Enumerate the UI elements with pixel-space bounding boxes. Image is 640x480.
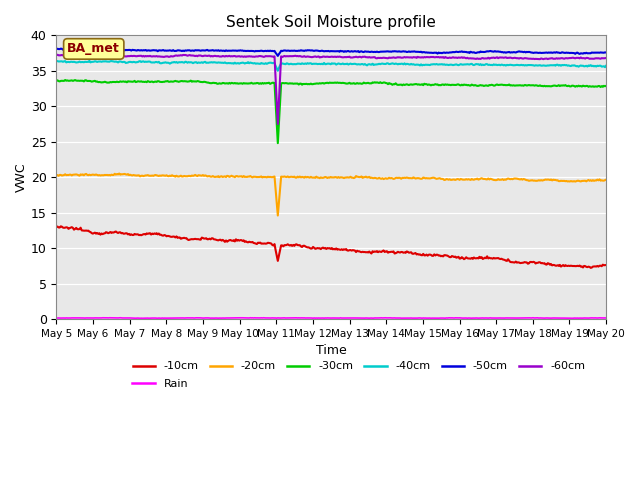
-30cm: [591, 84, 599, 89]
-40cm: [591, 63, 599, 69]
-30cm: [602, 83, 610, 89]
Rain: [602, 315, 610, 321]
-10cm: [57, 223, 65, 229]
Legend: Rain: Rain: [128, 374, 193, 393]
Rain: [506, 315, 513, 321]
-30cm: [274, 140, 282, 146]
Line: -20cm: -20cm: [56, 174, 606, 216]
-20cm: [52, 172, 60, 178]
-10cm: [315, 245, 323, 251]
-40cm: [602, 63, 610, 69]
-10cm: [504, 256, 512, 262]
-30cm: [319, 80, 327, 86]
-60cm: [591, 56, 599, 61]
-20cm: [591, 178, 599, 183]
-50cm: [602, 49, 610, 55]
-40cm: [506, 62, 513, 68]
-40cm: [319, 61, 327, 67]
-30cm: [352, 81, 360, 86]
Line: -40cm: -40cm: [56, 61, 606, 71]
-40cm: [274, 68, 282, 74]
Line: -50cm: -50cm: [56, 48, 606, 56]
-10cm: [52, 224, 60, 229]
-50cm: [52, 46, 60, 52]
-20cm: [506, 176, 513, 182]
-60cm: [63, 52, 70, 58]
-20cm: [352, 173, 360, 179]
-50cm: [319, 48, 327, 54]
-20cm: [602, 177, 610, 182]
-60cm: [52, 52, 60, 58]
-40cm: [52, 59, 60, 64]
-30cm: [506, 82, 513, 87]
-20cm: [316, 175, 324, 181]
-30cm: [61, 77, 69, 83]
-20cm: [274, 213, 282, 218]
-50cm: [506, 49, 513, 55]
-20cm: [115, 171, 123, 177]
-20cm: [319, 175, 327, 180]
-10cm: [318, 245, 326, 251]
-60cm: [352, 54, 360, 60]
-60cm: [602, 55, 610, 61]
-10cm: [591, 264, 599, 269]
-40cm: [382, 61, 390, 67]
-60cm: [316, 55, 324, 60]
Rain: [318, 315, 326, 321]
-40cm: [352, 61, 360, 67]
-10cm: [587, 265, 595, 271]
-10cm: [351, 248, 359, 253]
-40cm: [86, 58, 93, 64]
-50cm: [352, 48, 360, 54]
-30cm: [382, 80, 390, 86]
Title: Sentek Soil Moisture profile: Sentek Soil Moisture profile: [227, 15, 436, 30]
-30cm: [316, 80, 324, 86]
-50cm: [591, 50, 599, 56]
Rain: [351, 315, 359, 321]
Rain: [434, 315, 442, 321]
Rain: [591, 315, 599, 321]
-40cm: [316, 61, 324, 67]
-10cm: [602, 262, 610, 268]
Rain: [315, 315, 323, 321]
X-axis label: Time: Time: [316, 344, 347, 357]
-50cm: [57, 46, 65, 51]
Line: -30cm: -30cm: [56, 80, 606, 143]
-60cm: [506, 55, 513, 60]
Rain: [52, 315, 60, 321]
Line: -60cm: -60cm: [56, 55, 606, 124]
Rain: [242, 315, 250, 321]
-10cm: [381, 249, 388, 255]
Line: -10cm: -10cm: [56, 226, 606, 268]
-50cm: [382, 48, 390, 54]
-60cm: [382, 55, 390, 61]
-60cm: [274, 121, 282, 127]
Y-axis label: VWC: VWC: [15, 162, 28, 192]
-50cm: [316, 48, 324, 54]
Text: BA_met: BA_met: [67, 42, 120, 55]
Rain: [381, 315, 388, 321]
-60cm: [319, 54, 327, 60]
-50cm: [274, 53, 282, 59]
-30cm: [52, 78, 60, 84]
-20cm: [382, 175, 390, 181]
